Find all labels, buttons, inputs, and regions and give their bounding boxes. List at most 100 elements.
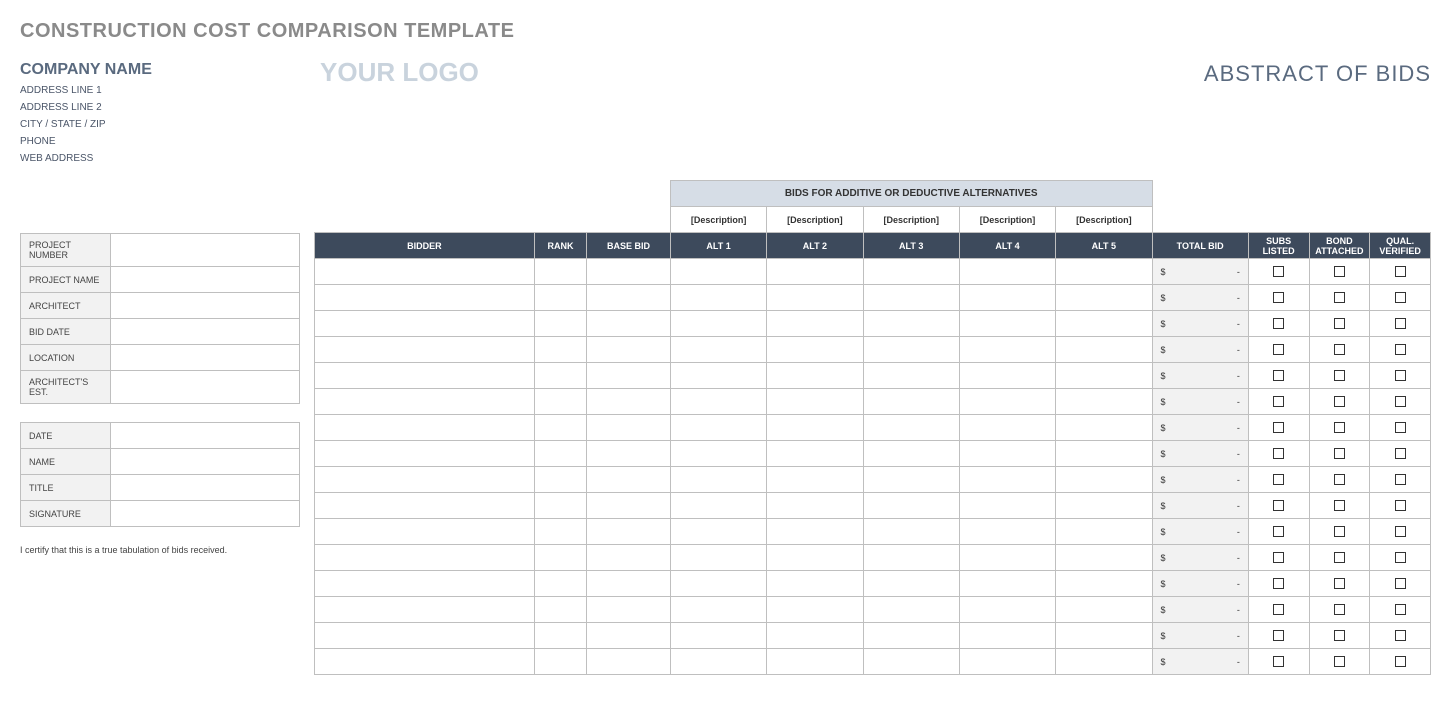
checkbox[interactable] <box>1395 370 1406 381</box>
bid-cell[interactable] <box>670 415 766 441</box>
bid-cell[interactable] <box>959 493 1055 519</box>
value-date[interactable] <box>111 423 300 449</box>
bid-cell[interactable] <box>1056 467 1152 493</box>
value-bid-date[interactable] <box>111 319 300 345</box>
value-project-number[interactable] <box>111 234 300 267</box>
bid-cell[interactable] <box>670 571 766 597</box>
checkbox[interactable] <box>1334 500 1345 511</box>
bid-cell[interactable] <box>587 649 671 675</box>
bid-cell[interactable] <box>1056 649 1152 675</box>
bid-cell[interactable] <box>587 311 671 337</box>
checkbox[interactable] <box>1395 448 1406 459</box>
bid-cell[interactable] <box>1056 545 1152 571</box>
bid-cell[interactable] <box>587 415 671 441</box>
value-architects-est[interactable] <box>111 371 300 404</box>
bid-cell[interactable] <box>863 493 959 519</box>
bid-cell[interactable] <box>863 311 959 337</box>
checkbox[interactable] <box>1334 396 1345 407</box>
checkbox[interactable] <box>1395 552 1406 563</box>
bid-cell[interactable] <box>959 467 1055 493</box>
checkbox[interactable] <box>1334 552 1345 563</box>
bid-cell[interactable] <box>670 363 766 389</box>
checkbox[interactable] <box>1273 474 1284 485</box>
bid-cell[interactable] <box>959 389 1055 415</box>
bid-cell[interactable] <box>534 441 586 467</box>
bid-cell[interactable] <box>767 311 863 337</box>
bid-cell[interactable] <box>315 389 535 415</box>
checkbox[interactable] <box>1395 474 1406 485</box>
bid-cell[interactable] <box>534 571 586 597</box>
bid-cell[interactable] <box>534 259 586 285</box>
value-project-name[interactable] <box>111 267 300 293</box>
bid-cell[interactable] <box>767 649 863 675</box>
bid-cell[interactable] <box>534 389 586 415</box>
bid-cell[interactable] <box>587 597 671 623</box>
bid-cell[interactable] <box>1056 285 1152 311</box>
checkbox[interactable] <box>1395 344 1406 355</box>
bid-cell[interactable] <box>670 493 766 519</box>
bid-cell[interactable] <box>863 285 959 311</box>
alt5-desc[interactable]: [Description] <box>1056 207 1152 233</box>
bid-cell[interactable] <box>534 415 586 441</box>
bid-cell[interactable] <box>587 259 671 285</box>
bid-cell[interactable] <box>587 545 671 571</box>
bid-cell[interactable] <box>767 571 863 597</box>
bid-cell[interactable] <box>670 649 766 675</box>
bid-cell[interactable] <box>959 571 1055 597</box>
bid-cell[interactable] <box>1056 623 1152 649</box>
bid-cell[interactable] <box>1056 493 1152 519</box>
bid-cell[interactable] <box>959 623 1055 649</box>
checkbox[interactable] <box>1273 500 1284 511</box>
checkbox[interactable] <box>1273 344 1284 355</box>
bid-cell[interactable] <box>670 311 766 337</box>
bid-cell[interactable] <box>863 571 959 597</box>
bid-cell[interactable] <box>1056 571 1152 597</box>
checkbox[interactable] <box>1273 370 1284 381</box>
bid-cell[interactable] <box>863 623 959 649</box>
bid-cell[interactable] <box>315 441 535 467</box>
bid-cell[interactable] <box>767 441 863 467</box>
bid-cell[interactable] <box>863 259 959 285</box>
checkbox[interactable] <box>1395 630 1406 641</box>
bid-cell[interactable] <box>315 311 535 337</box>
bid-cell[interactable] <box>587 467 671 493</box>
checkbox[interactable] <box>1395 318 1406 329</box>
checkbox[interactable] <box>1334 344 1345 355</box>
bid-cell[interactable] <box>767 493 863 519</box>
bid-cell[interactable] <box>959 363 1055 389</box>
bid-cell[interactable] <box>959 311 1055 337</box>
bid-cell[interactable] <box>959 519 1055 545</box>
bid-cell[interactable] <box>670 259 766 285</box>
bid-cell[interactable] <box>1056 363 1152 389</box>
bid-cell[interactable] <box>670 597 766 623</box>
checkbox[interactable] <box>1334 292 1345 303</box>
checkbox[interactable] <box>1334 448 1345 459</box>
bid-cell[interactable] <box>587 623 671 649</box>
bid-cell[interactable] <box>1056 311 1152 337</box>
checkbox[interactable] <box>1334 578 1345 589</box>
checkbox[interactable] <box>1395 422 1406 433</box>
bid-cell[interactable] <box>863 467 959 493</box>
bid-cell[interactable] <box>670 519 766 545</box>
value-location[interactable] <box>111 345 300 371</box>
checkbox[interactable] <box>1395 396 1406 407</box>
bid-cell[interactable] <box>587 571 671 597</box>
bid-cell[interactable] <box>767 363 863 389</box>
checkbox[interactable] <box>1273 266 1284 277</box>
checkbox[interactable] <box>1395 578 1406 589</box>
bid-cell[interactable] <box>767 259 863 285</box>
bid-cell[interactable] <box>863 597 959 623</box>
bid-cell[interactable] <box>534 285 586 311</box>
bid-cell[interactable] <box>1056 259 1152 285</box>
checkbox[interactable] <box>1395 500 1406 511</box>
bid-cell[interactable] <box>315 363 535 389</box>
bid-cell[interactable] <box>315 649 535 675</box>
checkbox[interactable] <box>1273 292 1284 303</box>
bid-cell[interactable] <box>767 597 863 623</box>
bid-cell[interactable] <box>959 597 1055 623</box>
bid-cell[interactable] <box>315 285 535 311</box>
alt4-desc[interactable]: [Description] <box>959 207 1055 233</box>
value-architect[interactable] <box>111 293 300 319</box>
bid-cell[interactable] <box>534 337 586 363</box>
bid-cell[interactable] <box>959 415 1055 441</box>
